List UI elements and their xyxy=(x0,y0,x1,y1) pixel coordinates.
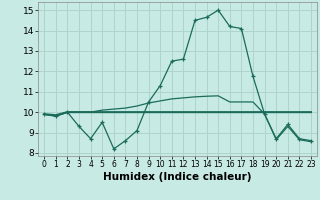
X-axis label: Humidex (Indice chaleur): Humidex (Indice chaleur) xyxy=(103,172,252,182)
